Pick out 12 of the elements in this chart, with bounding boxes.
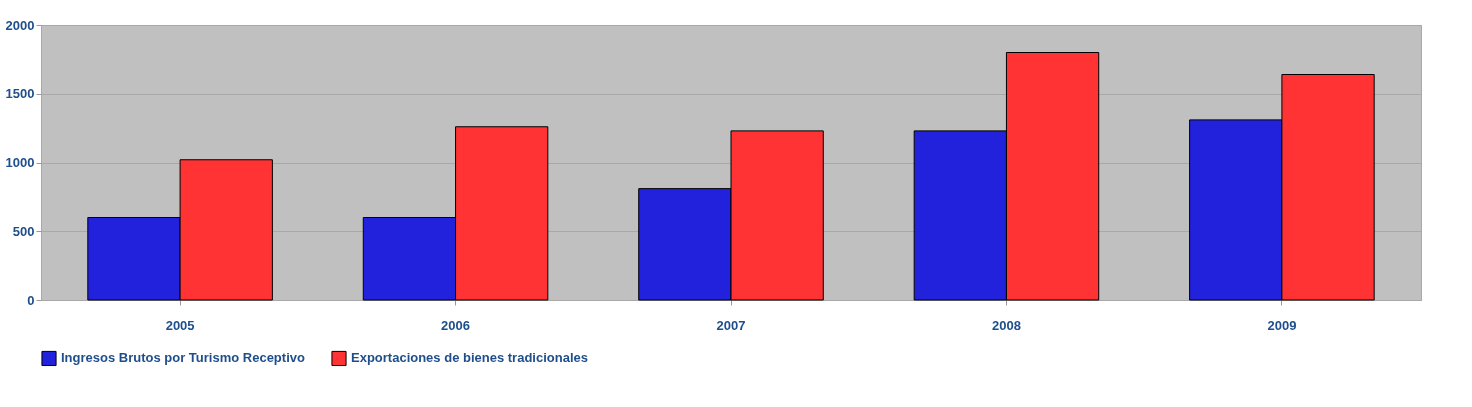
y-tick-label: 2000 [5,17,35,33]
x-tick-label: 2008 [991,317,1021,333]
y-tick-label: 500 [12,223,35,239]
x-tick-label: 2007 [716,317,746,333]
x-tick-label: 2009 [1267,317,1297,333]
x-tick-label: 2005 [165,317,195,333]
x-tick-label: 2006 [441,317,471,333]
legend-label: Exportaciones de bienes tradicionales [351,350,588,366]
y-tick-label: 1500 [5,86,35,102]
legend-label: Ingresos Brutos por Turismo Receptivo [61,350,305,366]
y-tick-label: 0 [27,292,35,308]
y-tick-label: 1000 [5,155,35,170]
